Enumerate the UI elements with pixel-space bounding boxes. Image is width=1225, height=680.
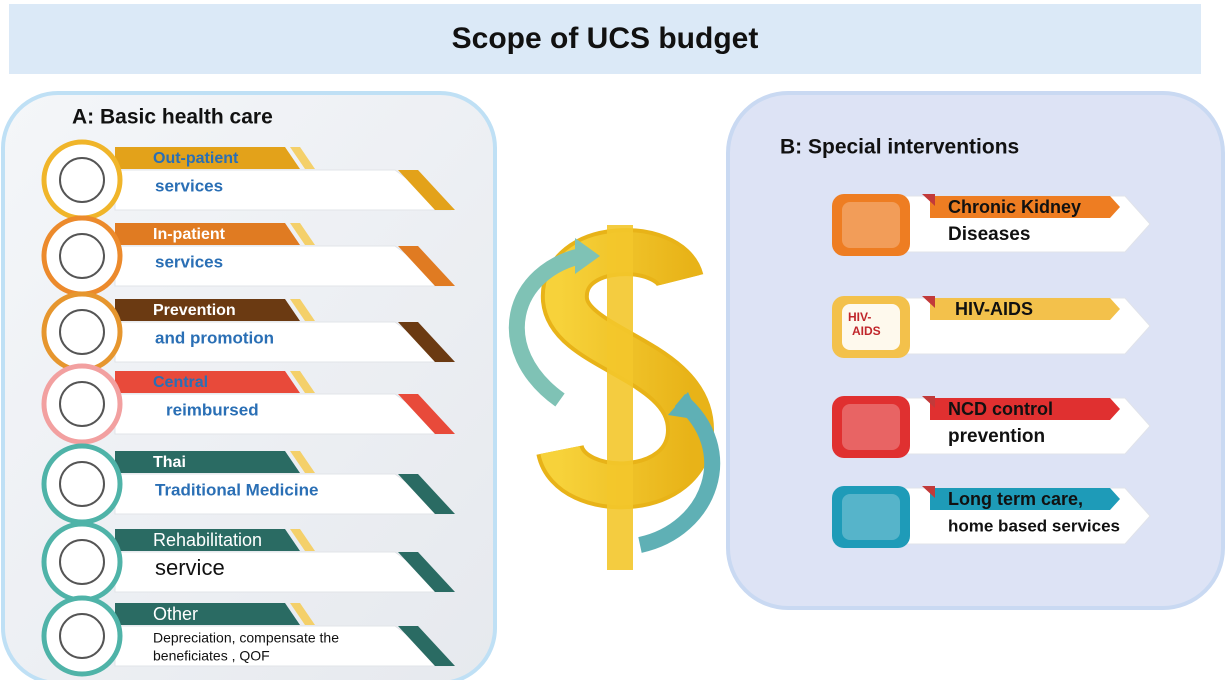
tag [930, 196, 1120, 218]
icon-ring [41, 521, 123, 603]
icon [59, 381, 105, 427]
icon-inner [842, 202, 900, 248]
detail: home based services [948, 516, 1120, 535]
arrow [638, 393, 721, 553]
detail: reimbursed [166, 400, 259, 419]
stripe [398, 170, 455, 210]
tag-fold [922, 396, 935, 408]
tag-label: Other [153, 604, 198, 624]
icon [59, 539, 105, 585]
arrow-head [668, 392, 700, 420]
icon-label: HIV- [848, 310, 871, 324]
icon-ring [41, 139, 123, 221]
tag-label: Central [153, 374, 208, 391]
detail: beneficiates , QOF [153, 648, 270, 664]
icon-box [832, 396, 910, 458]
icon-ring [41, 215, 123, 297]
icon [59, 613, 105, 659]
icon [59, 309, 105, 355]
tag-label: Thai [153, 454, 186, 471]
tag-fold [922, 486, 935, 498]
detail: Depreciation, compensate the [153, 630, 339, 646]
stripe [398, 322, 455, 362]
tag [115, 223, 300, 245]
tag-tip [290, 451, 315, 473]
title: Scope of UCS budget [452, 22, 759, 55]
tag [930, 298, 1120, 320]
tag [115, 147, 300, 169]
tag-label: Prevention [153, 302, 236, 319]
tag-tip [290, 371, 315, 393]
dollar-sign [536, 225, 715, 570]
title-bar [9, 4, 1201, 74]
tag [115, 451, 300, 473]
icon-inner [842, 494, 900, 540]
tag-tip [290, 223, 315, 245]
detail: services [155, 252, 223, 271]
tag [115, 371, 300, 393]
special-title: B: Special interventions [780, 136, 1019, 159]
icon-box [832, 486, 910, 548]
detail: Traditional Medicine [155, 480, 318, 499]
tag-tip [290, 529, 315, 551]
stripe [398, 474, 455, 514]
tag-label: Chronic Kidney [948, 197, 1081, 217]
tag-fold [922, 296, 935, 308]
icon-box [832, 194, 910, 256]
detail: Diseases [948, 224, 1030, 245]
tag [115, 529, 300, 551]
tag-tip [290, 603, 315, 625]
tag-label: Rehabilitation [153, 530, 262, 550]
tag-label: NCD control [948, 399, 1053, 419]
detail: prevention [948, 426, 1045, 447]
tag-label: Long term care, [948, 489, 1083, 509]
tag [115, 603, 300, 625]
stripe [398, 626, 455, 666]
tag-label: In-patient [153, 226, 226, 243]
icon-ring [41, 363, 123, 445]
basic-title: A: Basic health care [72, 106, 273, 129]
tag-tip [290, 147, 315, 169]
tag [930, 398, 1120, 420]
tag-label: HIV-AIDS [955, 299, 1033, 319]
arrow-head [575, 238, 600, 274]
detail: service [155, 555, 225, 580]
icon-ring [41, 291, 123, 373]
icon-inner [842, 304, 900, 350]
icon-ring [41, 595, 123, 677]
icon-ring [41, 443, 123, 525]
tag-label: Out-patient [153, 150, 239, 167]
tag-fold [922, 194, 935, 206]
icon-inner [842, 404, 900, 450]
icon-label: AIDS [852, 324, 881, 338]
icon [59, 461, 105, 507]
stripe [398, 246, 455, 286]
tag-tip [290, 299, 315, 321]
detail: and promotion [155, 328, 274, 347]
tag [115, 299, 300, 321]
icon [59, 157, 105, 203]
tag [930, 488, 1120, 510]
detail: services [155, 176, 223, 195]
icon [59, 233, 105, 279]
stripe [398, 394, 455, 434]
stripe [398, 552, 455, 592]
arrow [508, 247, 587, 407]
